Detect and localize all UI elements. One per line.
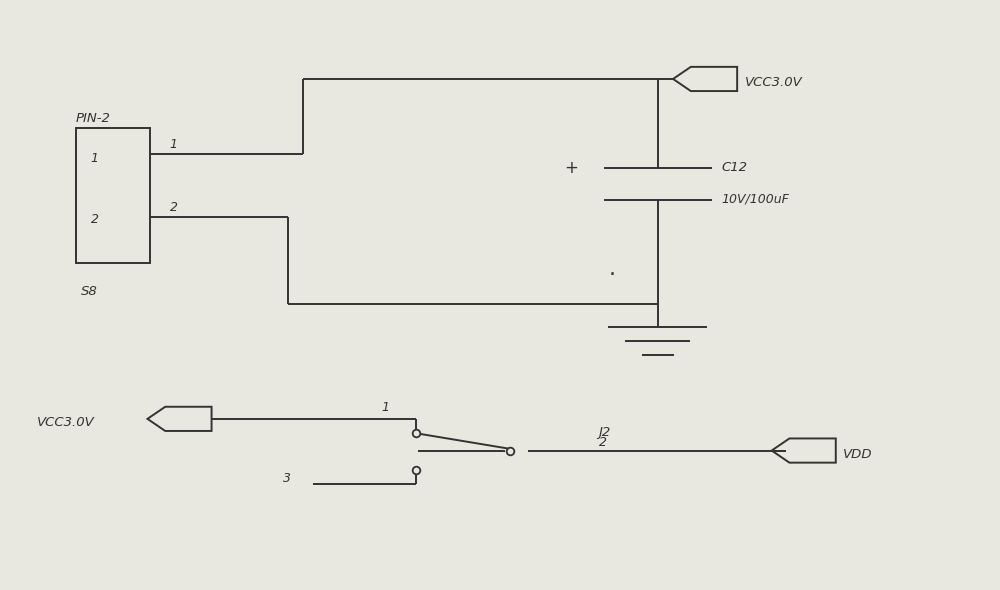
- Text: 2: 2: [170, 201, 178, 214]
- Text: 3: 3: [283, 472, 291, 485]
- Text: J2: J2: [599, 426, 611, 439]
- Text: ·: ·: [608, 264, 615, 284]
- Text: 1: 1: [382, 401, 390, 414]
- Text: 10V/100uF: 10V/100uF: [722, 193, 790, 206]
- Text: PIN-2: PIN-2: [76, 112, 111, 125]
- Text: C12: C12: [722, 161, 748, 174]
- Bar: [76, 128, 150, 263]
- Text: VCC3.0V: VCC3.0V: [745, 76, 802, 89]
- Text: +: +: [564, 159, 578, 177]
- Text: 1: 1: [91, 152, 99, 165]
- Text: 2: 2: [599, 436, 607, 449]
- Text: VCC3.0V: VCC3.0V: [37, 417, 94, 430]
- Text: S8: S8: [81, 285, 98, 298]
- Text: 1: 1: [170, 138, 178, 151]
- Text: 2: 2: [91, 213, 99, 226]
- Text: VDD: VDD: [843, 448, 873, 461]
